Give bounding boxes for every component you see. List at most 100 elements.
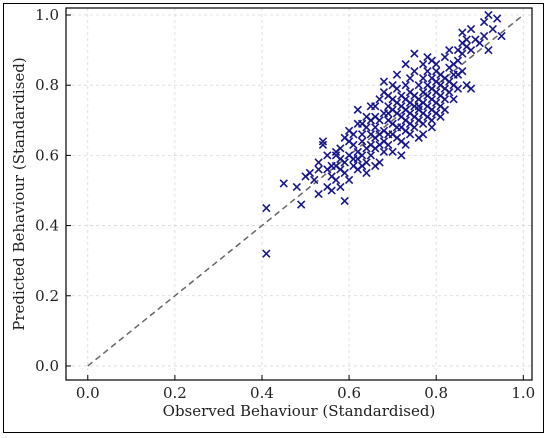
data-point: [492, 14, 502, 23]
data-point: [401, 140, 410, 150]
data-point: [366, 102, 376, 111]
x-axis-ticks: 0.0 0.2 0.4 0.6 0.8 1.0: [76, 375, 535, 402]
y-tick-label: 1.0: [35, 6, 59, 24]
data-point: [458, 28, 467, 37]
data-point: [414, 81, 423, 90]
data-point: [432, 59, 441, 69]
data-point: [440, 105, 450, 114]
data-point: [371, 123, 380, 132]
data-point: [323, 151, 332, 160]
data-point: [336, 154, 345, 164]
y-axis-ticks: 0.0 0.2 0.4 0.6 0.8 1.0: [35, 6, 71, 375]
reference-line: [87, 14, 524, 367]
x-tick-label: 0.6: [337, 384, 361, 402]
data-points: [262, 10, 506, 258]
data-point: [314, 158, 323, 167]
data-point: [453, 70, 463, 79]
data-point: [445, 45, 454, 55]
data-point: [357, 130, 367, 139]
data-point: [379, 77, 389, 86]
data-point: [440, 95, 450, 104]
data-point: [349, 140, 358, 150]
x-tick-label: 1.0: [511, 384, 535, 402]
data-point: [458, 49, 467, 58]
data-point: [445, 88, 454, 97]
data-point: [401, 59, 410, 69]
data-point: [440, 52, 450, 62]
data-point: [318, 137, 328, 146]
data-point: [331, 161, 341, 171]
data-point: [466, 84, 476, 93]
data-point: [401, 81, 410, 90]
data-point: [392, 70, 402, 79]
data-point: [336, 144, 345, 153]
data-point: [353, 105, 362, 114]
data-point: [410, 49, 419, 58]
y-tick-label: 0.8: [35, 76, 59, 94]
data-point: [375, 95, 384, 104]
data-point: [353, 154, 362, 164]
data-point: [340, 168, 349, 178]
data-point: [488, 24, 497, 34]
data-point: [388, 147, 397, 157]
data-point: [418, 59, 428, 69]
grid: [66, 8, 532, 380]
data-point: [410, 67, 419, 76]
data-point: [340, 133, 349, 143]
data-point: [384, 140, 393, 150]
y-tick-label: 0.4: [35, 217, 59, 235]
data-point: [279, 179, 288, 188]
data-point: [262, 249, 271, 258]
x-tick-label: 0.2: [163, 384, 187, 402]
data-point: [297, 200, 306, 209]
data-point: [475, 38, 484, 48]
data-point: [423, 52, 432, 62]
data-point: [262, 203, 271, 213]
data-point: [397, 151, 406, 160]
data-point: [292, 182, 301, 192]
data-point: [310, 175, 319, 185]
data-point: [436, 112, 445, 121]
data-point: [379, 147, 389, 157]
x-tick-label: 0.0: [76, 384, 100, 402]
data-point: [484, 10, 493, 20]
data-point: [362, 158, 371, 167]
data-point: [479, 31, 489, 41]
data-point: [388, 81, 397, 90]
data-point: [427, 116, 436, 125]
y-tick-label: 0.0: [35, 357, 59, 375]
data-point: [344, 126, 354, 135]
y-tick-label: 0.2: [35, 287, 59, 305]
data-point: [418, 119, 428, 128]
plot-area: [65, 7, 533, 381]
data-point: [336, 182, 345, 192]
data-point: [357, 119, 367, 128]
data-point: [318, 140, 328, 150]
x-axis-label: Observed Behaviour (Standardised): [163, 402, 436, 420]
data-point: [418, 130, 428, 139]
data-point: [453, 56, 463, 65]
data-point: [453, 84, 463, 93]
data-point: [423, 67, 432, 76]
x-tick-label: 0.8: [424, 384, 448, 402]
y-tick-label: 0.6: [35, 146, 59, 164]
data-point: [410, 123, 419, 132]
y-axis-label: Predicted Behaviour (Standardised): [10, 57, 28, 331]
data-point: [427, 123, 436, 132]
data-point: [484, 45, 493, 55]
data-point: [375, 158, 384, 167]
data-point: [418, 74, 428, 83]
data-point: [479, 17, 489, 27]
data-point: [405, 74, 415, 83]
data-point: [405, 130, 415, 139]
data-point: [466, 45, 476, 55]
data-point: [327, 172, 336, 181]
data-point: [384, 91, 393, 100]
data-point: [340, 196, 349, 206]
data-point: [462, 35, 471, 44]
data-point: [371, 112, 380, 121]
data-point: [344, 175, 354, 185]
data-point: [314, 165, 323, 174]
data-point: [362, 168, 371, 178]
